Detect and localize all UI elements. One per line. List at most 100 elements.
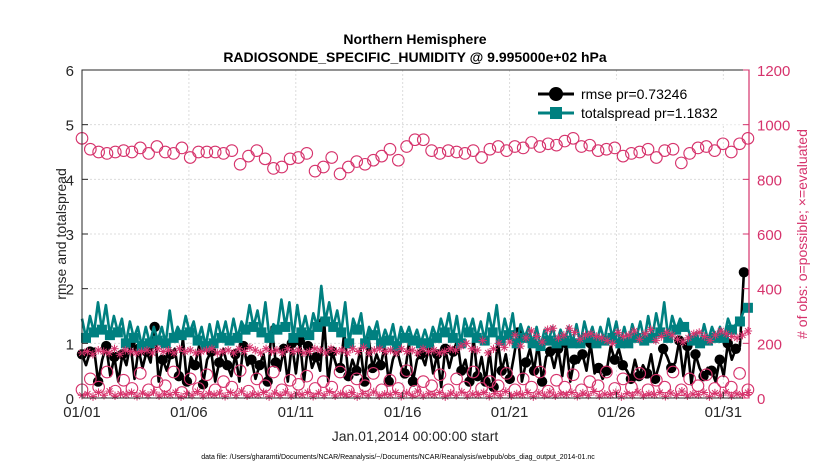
data-point-obs_evaluated [288, 347, 298, 356]
data-point-obs_possible [508, 140, 522, 153]
data-point-totalspread [615, 338, 626, 349]
data-point-obs_possible [674, 156, 688, 170]
data-point-obs_evaluated_low [341, 390, 351, 399]
data-point-obs_evaluated [451, 345, 460, 355]
data-point-totalspread [511, 338, 522, 349]
data-point-obs_evaluated [689, 329, 698, 338]
data-point-obs_evaluated_low [507, 391, 516, 401]
data-point-rmse [738, 267, 750, 278]
data-point-obs_possible_low [300, 369, 314, 383]
data-point-obs_evaluated_low [397, 392, 406, 401]
data-point-obs_evaluated_low [694, 390, 703, 399]
data-point-obs_evaluated [473, 345, 482, 355]
data-point-rmse [173, 370, 185, 382]
data-point-obs_possible_low [167, 365, 180, 379]
data-point-obs_evaluated [256, 348, 265, 358]
data-point-obs_possible_low [292, 377, 305, 391]
data-point-obs_evaluated [229, 348, 238, 358]
data-point-obs_evaluated [548, 324, 558, 333]
data-point-obs_evaluated [110, 344, 119, 353]
data-point-rmse [730, 343, 742, 354]
data-point-obs_evaluated_low [308, 392, 318, 401]
x-axis: 01/01 01/06 01/11 01/16 01/21 01/26 01/31 [63, 392, 742, 421]
data-point-obs_possible [92, 145, 105, 159]
data-point-obs_evaluated_low [644, 389, 654, 399]
x-tick-label: 01/31 [705, 404, 743, 421]
data-point-obs_possible_low [350, 372, 364, 386]
data-point-obs_possible_low [591, 379, 605, 393]
data-point-obs_possible [450, 145, 463, 159]
data-point-totalspread [200, 341, 211, 352]
data-point-obs_possible [641, 142, 655, 156]
data-point-totalspread [423, 338, 434, 349]
data-point-rmse [617, 360, 629, 371]
right-axis: 0 200 400 600 800 1000 1200 [743, 63, 790, 408]
data-point-rmse [335, 362, 346, 374]
data-point-obs_possible [83, 142, 97, 156]
data-point-obs_evaluated [695, 328, 704, 337]
data-point-totalspread [152, 335, 163, 346]
data-point-obs_possible_low [666, 365, 680, 379]
data-point-rmse [222, 360, 233, 371]
data-point-obs_evaluated_low [501, 387, 510, 396]
data-point-obs_possible_low [100, 365, 114, 379]
data-point-obs_possible_low [450, 372, 463, 386]
data-point-obs_evaluated_low [176, 392, 186, 401]
data-point-obs_possible [458, 147, 472, 160]
data-point-totalspread [272, 324, 283, 335]
data-point-obs_evaluated [624, 330, 634, 340]
data-point-obs_evaluated [88, 350, 98, 359]
data-point-totalspread [567, 338, 578, 349]
data-point-obs_evaluated_low [358, 389, 367, 398]
data-point-obs_evaluated_low [253, 390, 263, 399]
data-point-obs_possible_low [158, 379, 172, 393]
data-point-obs_possible [591, 144, 605, 157]
data-point-obs_evaluated [337, 345, 347, 355]
data-point-obs_evaluated [586, 329, 596, 338]
data-point-obs_evaluated_low [215, 388, 224, 398]
data-point-obs_evaluated_low [628, 391, 637, 400]
data-point-obs_evaluated [278, 348, 287, 358]
data-point-obs_evaluated [83, 347, 92, 356]
data-point-totalspread [407, 335, 418, 346]
data-point-obs_evaluated_low [595, 391, 604, 401]
data-point-obs_evaluated_low [584, 391, 593, 400]
data-point-obs_possible [217, 147, 230, 160]
data-point-obs_evaluated [429, 345, 439, 355]
data-point-obs_possible [633, 145, 647, 159]
data-point-obs_evaluated_low [452, 391, 461, 400]
data-point-obs_evaluated [196, 347, 206, 356]
data-point-obs_evaluated_low [171, 388, 180, 397]
data-point-rmse [666, 362, 677, 374]
data-point-obs_possible_low [383, 373, 397, 387]
data-point-obs_evaluated [651, 336, 661, 345]
data-point-totalspread [280, 321, 291, 332]
data-point-totalspread [527, 338, 538, 349]
data-point-obs_evaluated_low [578, 388, 588, 398]
data-point-obs_evaluated_low [380, 389, 389, 399]
data-point-obs_evaluated [559, 330, 569, 340]
legend-rmse-marker [549, 87, 563, 101]
data-point-obs_evaluated_low [721, 387, 731, 397]
y-axis-label-right: # of obs: o=possible; ×=evaluated [794, 129, 810, 339]
data-point-obs_evaluated_low [490, 389, 499, 398]
data-point-obs_possible_low [200, 368, 214, 382]
data-point-obs_evaluated_low [275, 391, 285, 400]
data-point-rmse [270, 357, 281, 368]
data-point-obs_possible [433, 147, 447, 160]
left-tick-label: 5 [66, 118, 74, 135]
data-point-obs_evaluated [99, 347, 108, 356]
data-point-obs_possible [125, 145, 139, 159]
data-point-obs_evaluated [527, 326, 536, 336]
data-point-obs_evaluated_low [391, 388, 400, 397]
data-point-obs_evaluated_low [551, 391, 560, 401]
data-point-obs_evaluated [678, 337, 688, 347]
data-point-obs_evaluated_low [666, 388, 676, 398]
data-point-obs_possible_low [183, 372, 197, 386]
data-point-obs_evaluated_low [286, 391, 296, 401]
data-point-obs_evaluated_low [457, 387, 466, 397]
data-point-totalspread [320, 316, 331, 327]
data-point-totalspread [671, 324, 682, 335]
data-point-obs_evaluated_low [292, 389, 301, 399]
